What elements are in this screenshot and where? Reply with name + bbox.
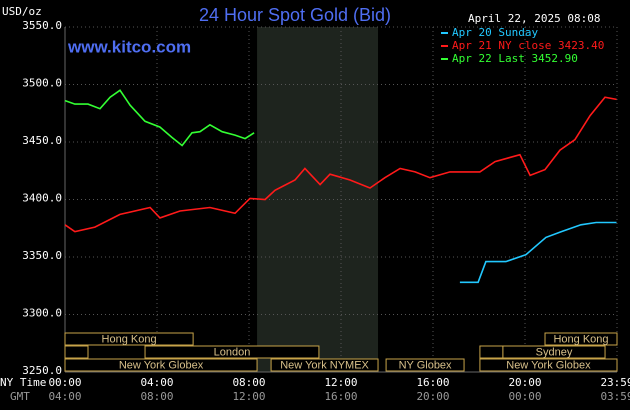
- session-label: Hong Kong: [553, 333, 608, 345]
- y-tick-label: 3350.0: [22, 249, 62, 262]
- session-box: [385, 358, 465, 372]
- session-box: [64, 332, 194, 346]
- x-tick-label: 04:00: [140, 376, 173, 389]
- x-tick-label: 23:59: [600, 376, 630, 389]
- y-tick-label: 3500.0: [22, 77, 62, 90]
- x-tick-label-gmt: 20:00: [416, 390, 449, 403]
- watermark: www.kitco.com: [67, 37, 191, 56]
- legend-label: Apr 20 Sunday: [452, 26, 538, 39]
- chart-title: 24 Hour Spot Gold (Bid): [199, 5, 391, 25]
- y-tick-label: 3250.0: [22, 364, 62, 377]
- row-label: GMT: [10, 390, 30, 403]
- x-tick-label: 20:00: [508, 376, 541, 389]
- x-tick-label-gmt: 16:00: [324, 390, 357, 403]
- session-label: New York Globex: [119, 359, 204, 371]
- x-tick-label-gmt: 08:00: [140, 390, 173, 403]
- x-tick-label-gmt: 04:00: [48, 390, 81, 403]
- timestamp: April 22, 2025 08:08: [468, 12, 600, 25]
- session-box: [502, 345, 606, 359]
- session-label: London: [214, 346, 251, 358]
- session-label: NY Globex: [399, 359, 452, 371]
- session-box: [544, 332, 618, 346]
- x-tick-label-gmt: 03:59: [600, 390, 630, 403]
- session-label: New York Globex: [506, 359, 591, 371]
- y-tick-label: 3400.0: [22, 192, 62, 205]
- x-tick-label: 16:00: [416, 376, 449, 389]
- session-box: [64, 345, 89, 359]
- session-box: [479, 358, 618, 372]
- y-tick-label: 3300.0: [22, 307, 62, 320]
- y-tick-label: 3550.0: [22, 19, 62, 32]
- price-line: [64, 89, 255, 147]
- y-axis-label: USD/oz: [2, 5, 42, 18]
- price-line: [459, 221, 617, 284]
- x-tick-label: 08:00: [232, 376, 265, 389]
- legend-label: Apr 22 Last 3452.90: [452, 52, 578, 65]
- session-box: [479, 345, 504, 359]
- session-box: [270, 358, 379, 372]
- x-tick-label-gmt: 00:00: [508, 390, 541, 403]
- session-label: New York NYMEX: [280, 359, 369, 371]
- x-tick-label: 12:00: [324, 376, 357, 389]
- row-label: NY Time: [0, 376, 46, 389]
- session-label: Sydney: [536, 346, 573, 358]
- legend-label: Apr 21 NY close 3423.40: [452, 39, 604, 52]
- x-tick-label-gmt: 12:00: [232, 390, 265, 403]
- y-tick-label: 3450.0: [22, 134, 62, 147]
- session-label: Hong Kong: [102, 333, 157, 345]
- x-tick-label: 00:00: [48, 376, 81, 389]
- session-box: [64, 358, 258, 372]
- price-line: [64, 96, 617, 233]
- session-box: [144, 345, 320, 359]
